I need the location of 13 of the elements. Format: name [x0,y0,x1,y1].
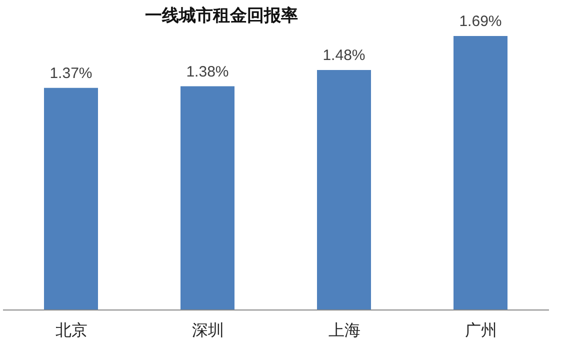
x-tick-label: 深圳 [192,321,224,340]
bar [317,70,371,310]
data-label: 1.37% [50,64,92,82]
bar [44,88,98,310]
x-tick-label: 北京 [55,321,88,340]
x-tick-label: 上海 [328,321,360,340]
chart-title: 一线城市租金回报率 [145,5,298,27]
data-label: 1.38% [186,63,229,80]
x-tick-label: 广州 [464,321,497,340]
data-label: 1.69% [459,13,502,30]
data-label: 1.48% [322,47,366,64]
bar [454,36,508,310]
bar [180,86,234,310]
